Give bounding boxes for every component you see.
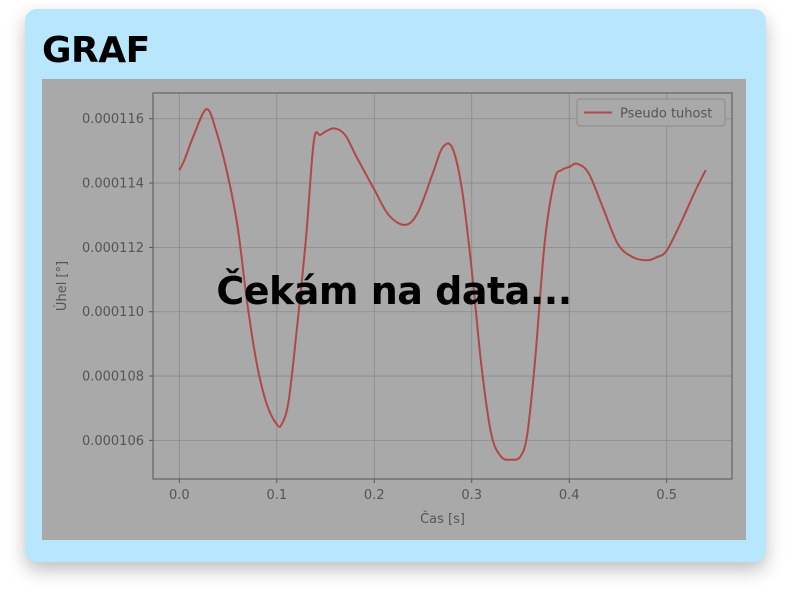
axes-frame (152, 92, 733, 480)
x-axis-label: Čas [s] (420, 511, 465, 527)
y-axis-label: Úhel [°] (54, 261, 70, 311)
legend-box (576, 98, 726, 127)
card-title: GRAF (42, 30, 150, 71)
graph-card: GRAF 0.0 0.1 0.2 0.3 0.4 0.5 0.000106 0.000108 0… (25, 9, 766, 562)
x-tick-label: 0.4 (559, 488, 580, 503)
y-tick-label: 0.000110 (82, 305, 144, 320)
y-tick-label: 0.000112 (82, 241, 144, 256)
y-tick-label: 0.000114 (82, 177, 144, 192)
y-tick-label: 0.000116 (82, 112, 144, 127)
plot-frame: 0.0 0.1 0.2 0.3 0.4 0.5 0.000106 0.000108 0.0001… (42, 79, 746, 540)
line-chart: 0.0 0.1 0.2 0.3 0.4 0.5 0.000106 0.000108 0.0001… (54, 92, 733, 527)
waiting-overlay-text: Čekám na data... (216, 269, 572, 313)
y-tick-label: 0.000106 (82, 434, 144, 449)
x-tick-label: 0.5 (656, 488, 677, 503)
x-tick-label: 0.1 (266, 488, 287, 503)
x-tick-label: 0.2 (364, 488, 385, 503)
x-tick-label: 0.0 (169, 488, 190, 503)
series-line-pseudo-tuhost (178, 108, 707, 461)
x-tick-label: 0.3 (461, 488, 482, 503)
y-tick-label: 0.000108 (82, 370, 144, 385)
legend-label: Pseudo tuhost (620, 107, 712, 122)
